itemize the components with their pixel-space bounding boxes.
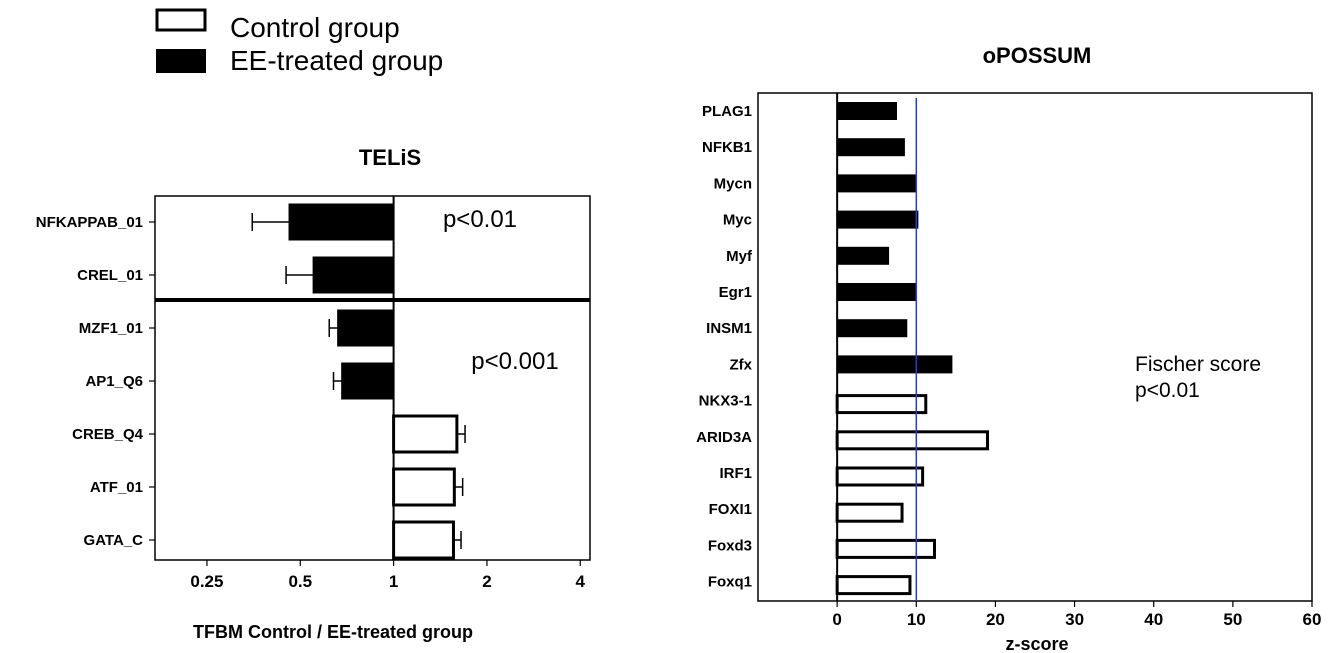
opossum-bar-nfkb1 bbox=[836, 138, 905, 157]
telis-bar-mzf1-01 bbox=[337, 309, 395, 347]
opossum-bar-plag1 bbox=[836, 102, 898, 120]
opossum-bar-foxi1 bbox=[835, 502, 904, 523]
opossum-bar-insm1 bbox=[836, 319, 908, 338]
opossum-category-label: Myf bbox=[726, 248, 753, 265]
telis-category-label: AP1_Q6 bbox=[85, 373, 143, 390]
opossum-chart: oPOSSUM PLAG1 NFKB1 Mycn Myc Myf Egr1 INSM1 Zfx… bbox=[696, 43, 1321, 653]
telis-x-axis-label: TFBM Control / EE-treated group bbox=[193, 622, 473, 642]
opossum-bar-arid3a bbox=[835, 430, 990, 451]
opossum-category-label: NFKB1 bbox=[702, 139, 752, 156]
opossum-category-label: PLAG1 bbox=[702, 103, 752, 120]
telis-bar-ap1-q6 bbox=[341, 362, 395, 400]
opossum-category-label: IRF1 bbox=[719, 465, 752, 482]
telis-x-tick-label: 2 bbox=[482, 572, 491, 591]
telis-x-tick-label: 1 bbox=[389, 572, 398, 591]
opossum-category-label: INSM1 bbox=[706, 320, 752, 337]
legend-label-control: Control group bbox=[230, 12, 400, 43]
opossum-category-label: NKX3-1 bbox=[699, 393, 752, 410]
telis-x-tick-label: 4 bbox=[576, 572, 586, 591]
telis-category-label: NFKAPPAB_01 bbox=[36, 214, 143, 231]
opossum-bar-myf bbox=[836, 246, 890, 265]
opossum-bar-foxd3 bbox=[835, 538, 936, 559]
opossum-plot-frame bbox=[757, 92, 1313, 602]
telis-category-label: ATF_01 bbox=[90, 479, 143, 496]
opossum-category-label: Foxd3 bbox=[708, 537, 752, 554]
opossum-category-label: Zfx bbox=[730, 356, 753, 373]
telis-category-label: CREL_01 bbox=[77, 267, 143, 284]
telis-category-label: MZF1_01 bbox=[79, 320, 143, 337]
opossum-bar-irf1 bbox=[835, 466, 925, 487]
legend-swatch-ee bbox=[156, 49, 206, 73]
opossum-category-label: Egr1 bbox=[719, 284, 752, 301]
opossum-x-tick-label: 50 bbox=[1223, 610, 1242, 629]
opossum-x-tick-label: 40 bbox=[1144, 610, 1163, 629]
telis-category-label: GATA_C bbox=[84, 532, 144, 549]
opossum-bar-nkx3-1 bbox=[835, 394, 928, 415]
opossum-category-label: Foxq1 bbox=[708, 574, 752, 591]
telis-bar-atf-01 bbox=[392, 467, 456, 507]
telis-bar-crel-01 bbox=[312, 256, 395, 294]
opossum-category-label: Myc bbox=[723, 212, 752, 229]
telis-title: TELiS bbox=[359, 145, 421, 170]
opossum-bar-myc bbox=[836, 210, 919, 229]
telis-annotation-2: p<0.001 bbox=[471, 348, 558, 375]
opossum-annotation-2: p<0.01 bbox=[1135, 379, 1200, 402]
telis-plot-frame bbox=[154, 195, 591, 561]
telis-x-tick-label: 0.25 bbox=[190, 572, 223, 591]
opossum-x-tick-label: 0 bbox=[832, 610, 841, 629]
legend-label-ee: EE-treated group bbox=[230, 45, 443, 76]
opossum-bar-mycn bbox=[836, 174, 917, 193]
telis-bar-nfkappab-01 bbox=[288, 203, 395, 241]
legend-swatch-control bbox=[155, 8, 207, 32]
opossum-bar-zfx bbox=[836, 355, 953, 374]
opossum-x-axis-label: z-score bbox=[1005, 634, 1068, 653]
opossum-category-label: FOXI1 bbox=[709, 501, 752, 518]
opossum-category-label: ARID3A bbox=[696, 429, 752, 446]
telis-bar-creb-q4 bbox=[392, 414, 459, 454]
opossum-title: oPOSSUM bbox=[983, 43, 1092, 68]
opossum-x-tick-label: 10 bbox=[907, 610, 926, 629]
legend: Control group EE-treated group bbox=[155, 8, 443, 76]
opossum-x-tick-label: 30 bbox=[1065, 610, 1084, 629]
opossum-bar-foxq1 bbox=[835, 575, 912, 596]
opossum-x-tick-label: 20 bbox=[986, 610, 1005, 629]
telis-x-tick-label: 0.5 bbox=[288, 572, 312, 591]
telis-bar-gata-c bbox=[392, 520, 455, 560]
telis-category-label: CREB_Q4 bbox=[72, 426, 144, 443]
opossum-bar-egr1 bbox=[836, 283, 917, 301]
opossum-annotation-1: Fischer score bbox=[1135, 353, 1261, 376]
opossum-category-label: Mycn bbox=[714, 175, 752, 192]
opossum-x-tick-label: 60 bbox=[1303, 610, 1322, 629]
telis-annotation-1: p<0.01 bbox=[443, 206, 517, 233]
telis-chart: TELiS NFKAPPAB_01 CREL_01 MZF1_01 AP1_Q6 CRE… bbox=[36, 145, 591, 642]
